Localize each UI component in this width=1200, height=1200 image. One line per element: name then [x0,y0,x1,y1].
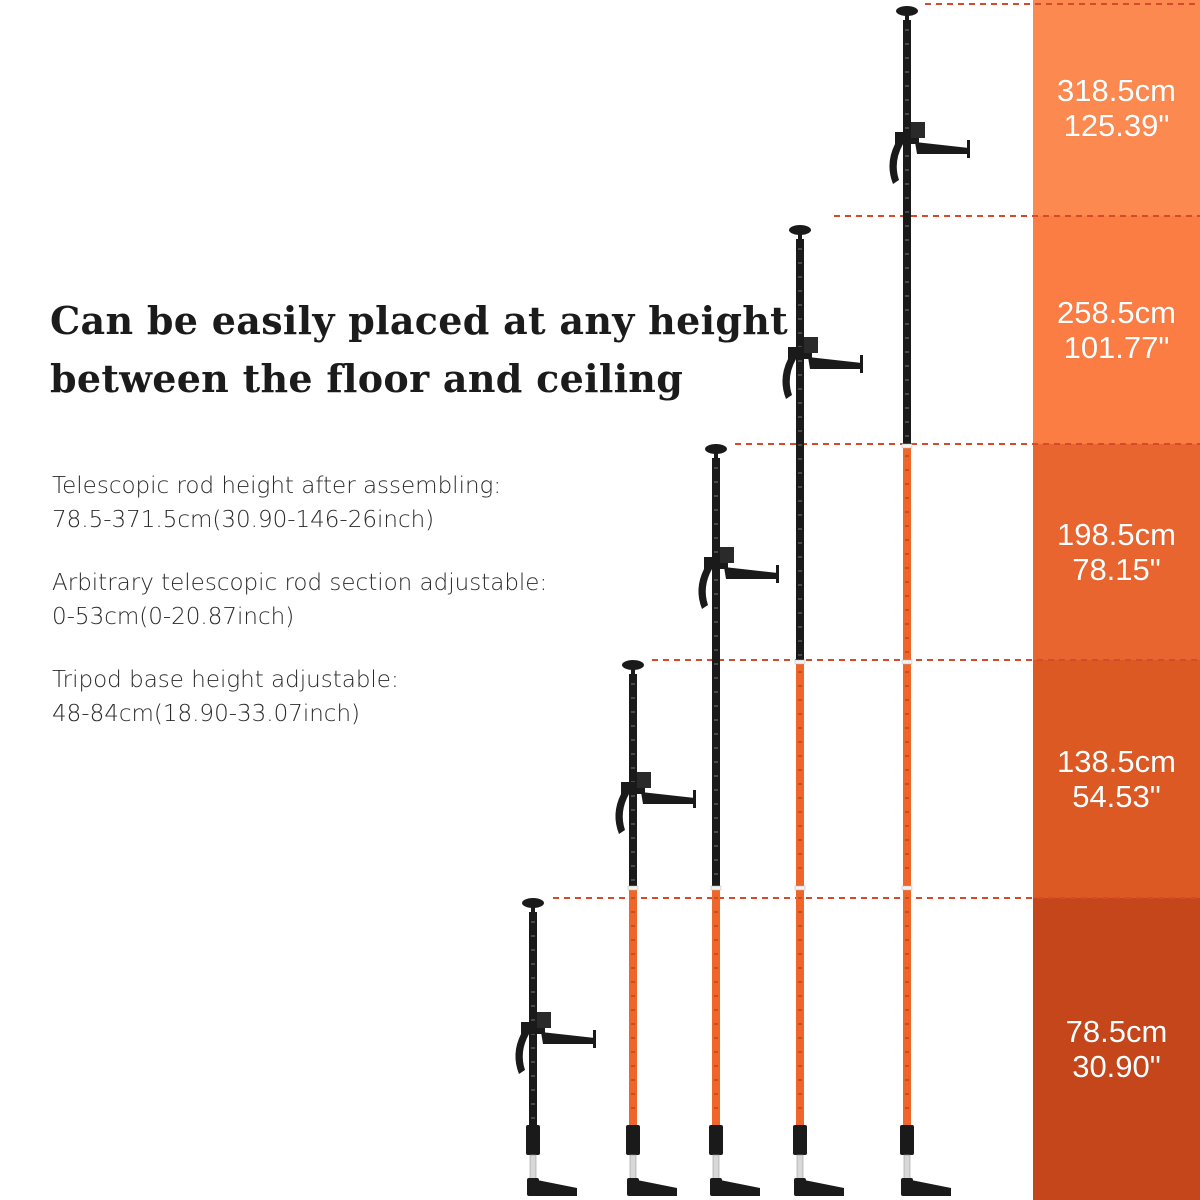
height-guide-lines [553,3,1200,899]
height-cm: 318.5cm [1057,73,1176,108]
rod-joint-ring [627,885,639,891]
telescopic-rod [615,660,696,1196]
clamp-arm [641,792,695,804]
headline: Can be easily placed at any height betwe… [50,292,810,408]
rod-chrome-leg [903,1154,911,1182]
clamp-arm-tip [693,790,696,808]
rod-joint-ring [901,885,913,891]
rod-orange-section [903,889,911,1125]
clamp-arm [724,567,778,579]
spec-tripod-height: Tripod base height adjustable: 48-84cm(1… [52,663,399,731]
spec-label: Telescopic rod height after assembling: [52,473,502,499]
clamp-arm [541,1032,595,1044]
clamp-handle [889,144,903,184]
rod-foot-base [537,1180,577,1196]
rod-chrome-leg [629,1154,637,1182]
rod-black-tube [903,20,911,444]
rod-bottom-grip [526,1125,540,1155]
rod-chrome-leg [796,1154,804,1182]
rod-black-tube [712,458,720,886]
height-cm: 78.5cm [1065,1014,1168,1049]
height-cm: 138.5cm [1057,744,1176,779]
rod-black-tube [529,912,537,1125]
rod-orange-section [796,663,804,886]
clamp-knob [720,547,734,563]
height-cm: 198.5cm [1057,517,1176,552]
rod-orange-section [796,889,804,1125]
clamp-knob [637,772,651,788]
height-cm: 258.5cm [1057,295,1176,330]
height-band-138: 138.5cm 54.53" [1033,660,1200,898]
rod-top-cap [522,898,544,908]
rod-top-cap [789,225,811,235]
rod-joint-ring [710,885,722,891]
clamp-arm-tip [967,140,970,158]
clamp-arm-tip [860,355,863,373]
height-band-198: 198.5cm 78.15" [1033,444,1200,660]
rod-bottom-grip [709,1125,723,1155]
rod-foot-base [637,1180,677,1196]
rod-orange-section [712,889,720,1125]
telescopic-rod [782,225,863,1196]
clamp-arm [915,142,969,154]
rod-foot-base [804,1180,844,1196]
rod-foot-post [627,1178,639,1196]
headline-line-1: Can be easily placed at any height [50,298,788,343]
rod-top-cap [705,444,727,454]
height-inch: 101.77" [1063,330,1170,365]
height-band-318: 318.5cm 125.39" [1033,0,1200,216]
rod-joint-ring [794,885,806,891]
spec-section-adjustable: Arbitrary telescopic rod section adjusta… [52,566,547,634]
rod-top-cap [622,660,644,670]
rod-group [515,6,970,1196]
spec-label: Tripod base height adjustable: [52,667,399,693]
clamp-arm [808,357,862,369]
spec-value: 48-84cm(18.90-33.07inch) [52,701,361,727]
spec-label: Arbitrary telescopic rod section adjusta… [52,570,548,596]
rod-foot-post [527,1178,539,1196]
rod-foot-post [794,1178,806,1196]
height-band-78: 78.5cm 30.90" [1033,898,1200,1200]
rod-bottom-grip [626,1125,640,1155]
clamp-knob [804,337,818,353]
rod-orange-section [903,663,911,886]
spec-rod-height: Telescopic rod height after assembling: … [52,469,501,537]
clamp-handle [698,569,712,609]
spec-value: 78.5-371.5cm(30.90-146-26inch) [52,507,435,533]
telescopic-rod [889,6,970,1196]
rod-black-tube [629,674,637,886]
height-band-258: 258.5cm 101.77" [1033,216,1200,444]
clamp-handle [615,794,629,834]
spec-value: 0-53cm(0-20.87inch) [52,604,295,630]
height-inch: 125.39" [1063,108,1170,143]
clamp-arm-tip [593,1030,596,1048]
telescopic-rod [515,898,596,1196]
rod-orange-section [629,889,637,1125]
rod-joint-ring [901,659,913,665]
rod-black-tube [796,239,804,660]
clamp-handle [782,359,796,399]
rod-chrome-leg [529,1154,537,1182]
telescopic-rod [698,444,779,1196]
rod-joint-ring [901,443,913,449]
rod-foot-post [710,1178,722,1196]
headline-line-2: between the floor and ceiling [50,356,684,401]
clamp-knob [911,122,925,138]
height-inch: 54.53" [1072,779,1161,814]
rod-bottom-grip [793,1125,807,1155]
rod-foot-base [720,1180,760,1196]
clamp-knob [537,1012,551,1028]
height-inch: 30.90" [1072,1049,1161,1084]
rod-bottom-grip [900,1125,914,1155]
height-inch: 78.15" [1072,552,1161,587]
rod-foot-base [911,1180,951,1196]
clamp-arm-tip [776,565,779,583]
rod-foot-post [901,1178,913,1196]
rod-joint-ring [794,659,806,665]
rod-top-cap [896,6,918,16]
clamp-handle [515,1034,529,1074]
rod-chrome-leg [712,1154,720,1182]
